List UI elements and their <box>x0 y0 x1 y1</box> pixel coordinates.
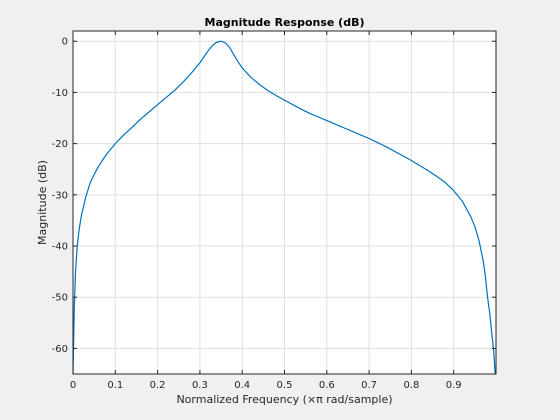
series-line-magnitude <box>72 40 496 375</box>
series-line-layer <box>72 40 496 375</box>
y-tick-label: -60 <box>52 344 68 355</box>
x-tick-label: 0.1 <box>107 380 123 391</box>
y-tick-layer: 0 -10 -20 -30 -40 -50 -60 <box>52 37 496 355</box>
y-tick-label: -20 <box>52 139 68 150</box>
x-tick-label: 0.4 <box>234 380 250 391</box>
x-tick-label: 0.8 <box>403 380 419 391</box>
x-tick-label: 0.3 <box>192 380 208 391</box>
y-tick-label: -30 <box>52 190 68 201</box>
y-tick-label: -10 <box>52 88 68 99</box>
y-tick-label: -50 <box>52 293 68 304</box>
x-tick-label: 0.7 <box>361 380 377 391</box>
chart-title: Magnitude Response (dB) <box>205 16 365 29</box>
x-axis-label: Normalized Frequency (×π rad/sample) <box>176 393 392 406</box>
x-tick-label: 0.9 <box>446 380 462 391</box>
x-tick-label: 0 <box>70 380 76 391</box>
x-tick-label: 0.2 <box>150 380 166 391</box>
x-tick-layer: 0 0.1 0.2 0.3 0.4 0.5 0.6 0.7 0.8 0.9 <box>70 31 462 391</box>
y-axis-label: Magnitude (dB) <box>36 160 49 245</box>
y-tick-label: -40 <box>52 242 68 253</box>
x-tick-label: 0.5 <box>277 380 293 391</box>
y-tick-label: 0 <box>62 37 68 48</box>
grid-lines <box>72 31 496 374</box>
x-tick-label: 0.6 <box>319 380 335 391</box>
